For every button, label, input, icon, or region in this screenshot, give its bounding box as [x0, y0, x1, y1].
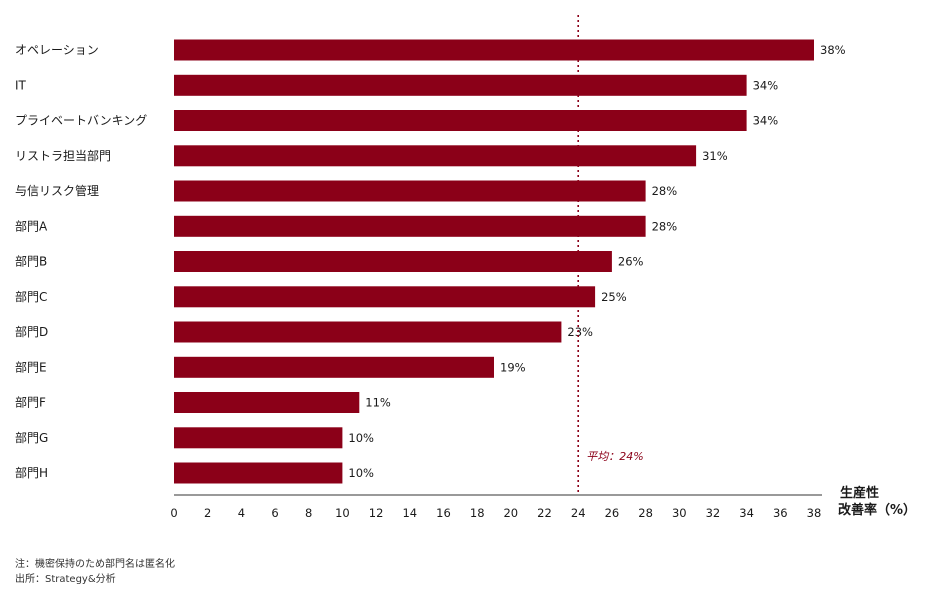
x-tick-label: 20 [503, 506, 518, 520]
value-label: 26% [618, 255, 644, 269]
category-label: 部門B [15, 254, 47, 269]
x-tick-label: 14 [402, 506, 417, 520]
value-label: 25% [601, 290, 627, 304]
bars [174, 39, 814, 484]
x-tick-label: 10 [335, 506, 350, 520]
bar-10 [174, 392, 360, 413]
bar-12 [174, 462, 343, 484]
x-tick-label: 30 [672, 506, 687, 520]
x-tick-label: 34 [739, 506, 754, 520]
category-label: 部門E [15, 359, 47, 374]
x-tick-label: 38 [807, 506, 822, 520]
value-label: 34% [753, 78, 779, 92]
value-label: 23% [567, 325, 593, 339]
x-tick-label: 28 [638, 506, 653, 520]
category-label: プライベートバンキング [15, 114, 147, 128]
x-tick-label: 26 [605, 506, 620, 520]
x-tick-label: 32 [706, 506, 721, 520]
x-tick-label: 4 [238, 506, 245, 520]
bar-4 [174, 180, 646, 202]
footnote-note: 注：機密保持のため部門名は匿名化 [15, 559, 175, 570]
value-label: 34% [753, 114, 779, 128]
value-labels: 38% 34% 34% 31% 28% 28% 26% 25% 23% 19% 11% 10% 10% [348, 43, 845, 480]
x-tick-label: 12 [369, 506, 384, 520]
category-label: オペレーション [15, 43, 99, 57]
x-tick-label: 18 [470, 506, 485, 520]
x-tick-label: 0 [170, 506, 177, 520]
category-label: 部門F [15, 395, 46, 410]
bar-11 [174, 427, 343, 449]
bar-8 [174, 321, 562, 343]
value-label: 28% [652, 219, 678, 233]
x-axis-title-line1: 生産性 [840, 485, 879, 501]
bar-0 [174, 39, 814, 61]
bar-6 [174, 251, 612, 272]
value-label: 11% [365, 396, 391, 410]
value-label: 31% [702, 149, 728, 163]
category-label: 与信リスク管理 [15, 183, 99, 198]
x-tick-label: 36 [773, 506, 788, 520]
value-label: 38% [820, 43, 846, 57]
x-axis-title-line2: 改善率（%） [838, 502, 916, 518]
bar-3 [174, 145, 697, 167]
value-label: 10% [348, 466, 374, 480]
x-tick-label: 6 [271, 506, 278, 520]
x-tick-label: 16 [436, 506, 451, 520]
value-label: 10% [348, 431, 374, 445]
x-tick-label: 22 [537, 506, 552, 520]
x-axis: 0 2 4 6 8 10 12 14 16 18 20 22 24 26 28 30 32 34 36 38 [170, 494, 822, 520]
category-label: 部門G [15, 430, 48, 445]
average-label: 平均：24% [586, 450, 643, 463]
value-label: 28% [652, 184, 678, 198]
category-label: 部門A [15, 218, 48, 233]
category-label: 部門H [15, 465, 48, 480]
x-tick-label: 2 [204, 506, 211, 520]
bar-2 [174, 110, 747, 131]
bar-1 [174, 74, 747, 96]
x-tick-label: 24 [571, 506, 586, 520]
footnote-source: 出所：Strategy&分析 [15, 574, 116, 585]
average-marker: 平均：24% [577, 15, 644, 495]
bar-7 [174, 286, 596, 308]
bar-5 [174, 215, 646, 237]
category-label: リストラ担当部門 [15, 148, 111, 163]
value-label: 19% [500, 360, 526, 374]
category-label: 部門C [15, 289, 47, 304]
x-tick-label: 8 [305, 506, 312, 520]
category-label: 部門D [15, 324, 48, 339]
bar-9 [174, 356, 494, 378]
category-label: IT [15, 78, 27, 92]
